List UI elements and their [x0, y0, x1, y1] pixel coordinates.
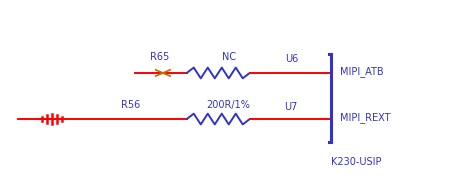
Text: 200R/1%: 200R/1% — [207, 100, 251, 110]
Text: MIPI_ATB: MIPI_ATB — [340, 67, 383, 77]
Text: U6: U6 — [285, 54, 298, 64]
Text: U7: U7 — [284, 102, 298, 112]
Text: R65: R65 — [150, 52, 169, 62]
Text: R56: R56 — [121, 100, 140, 110]
Text: MIPI_REXT: MIPI_REXT — [340, 112, 390, 122]
Text: K230-USIP: K230-USIP — [331, 157, 381, 167]
Text: NC: NC — [221, 52, 236, 62]
